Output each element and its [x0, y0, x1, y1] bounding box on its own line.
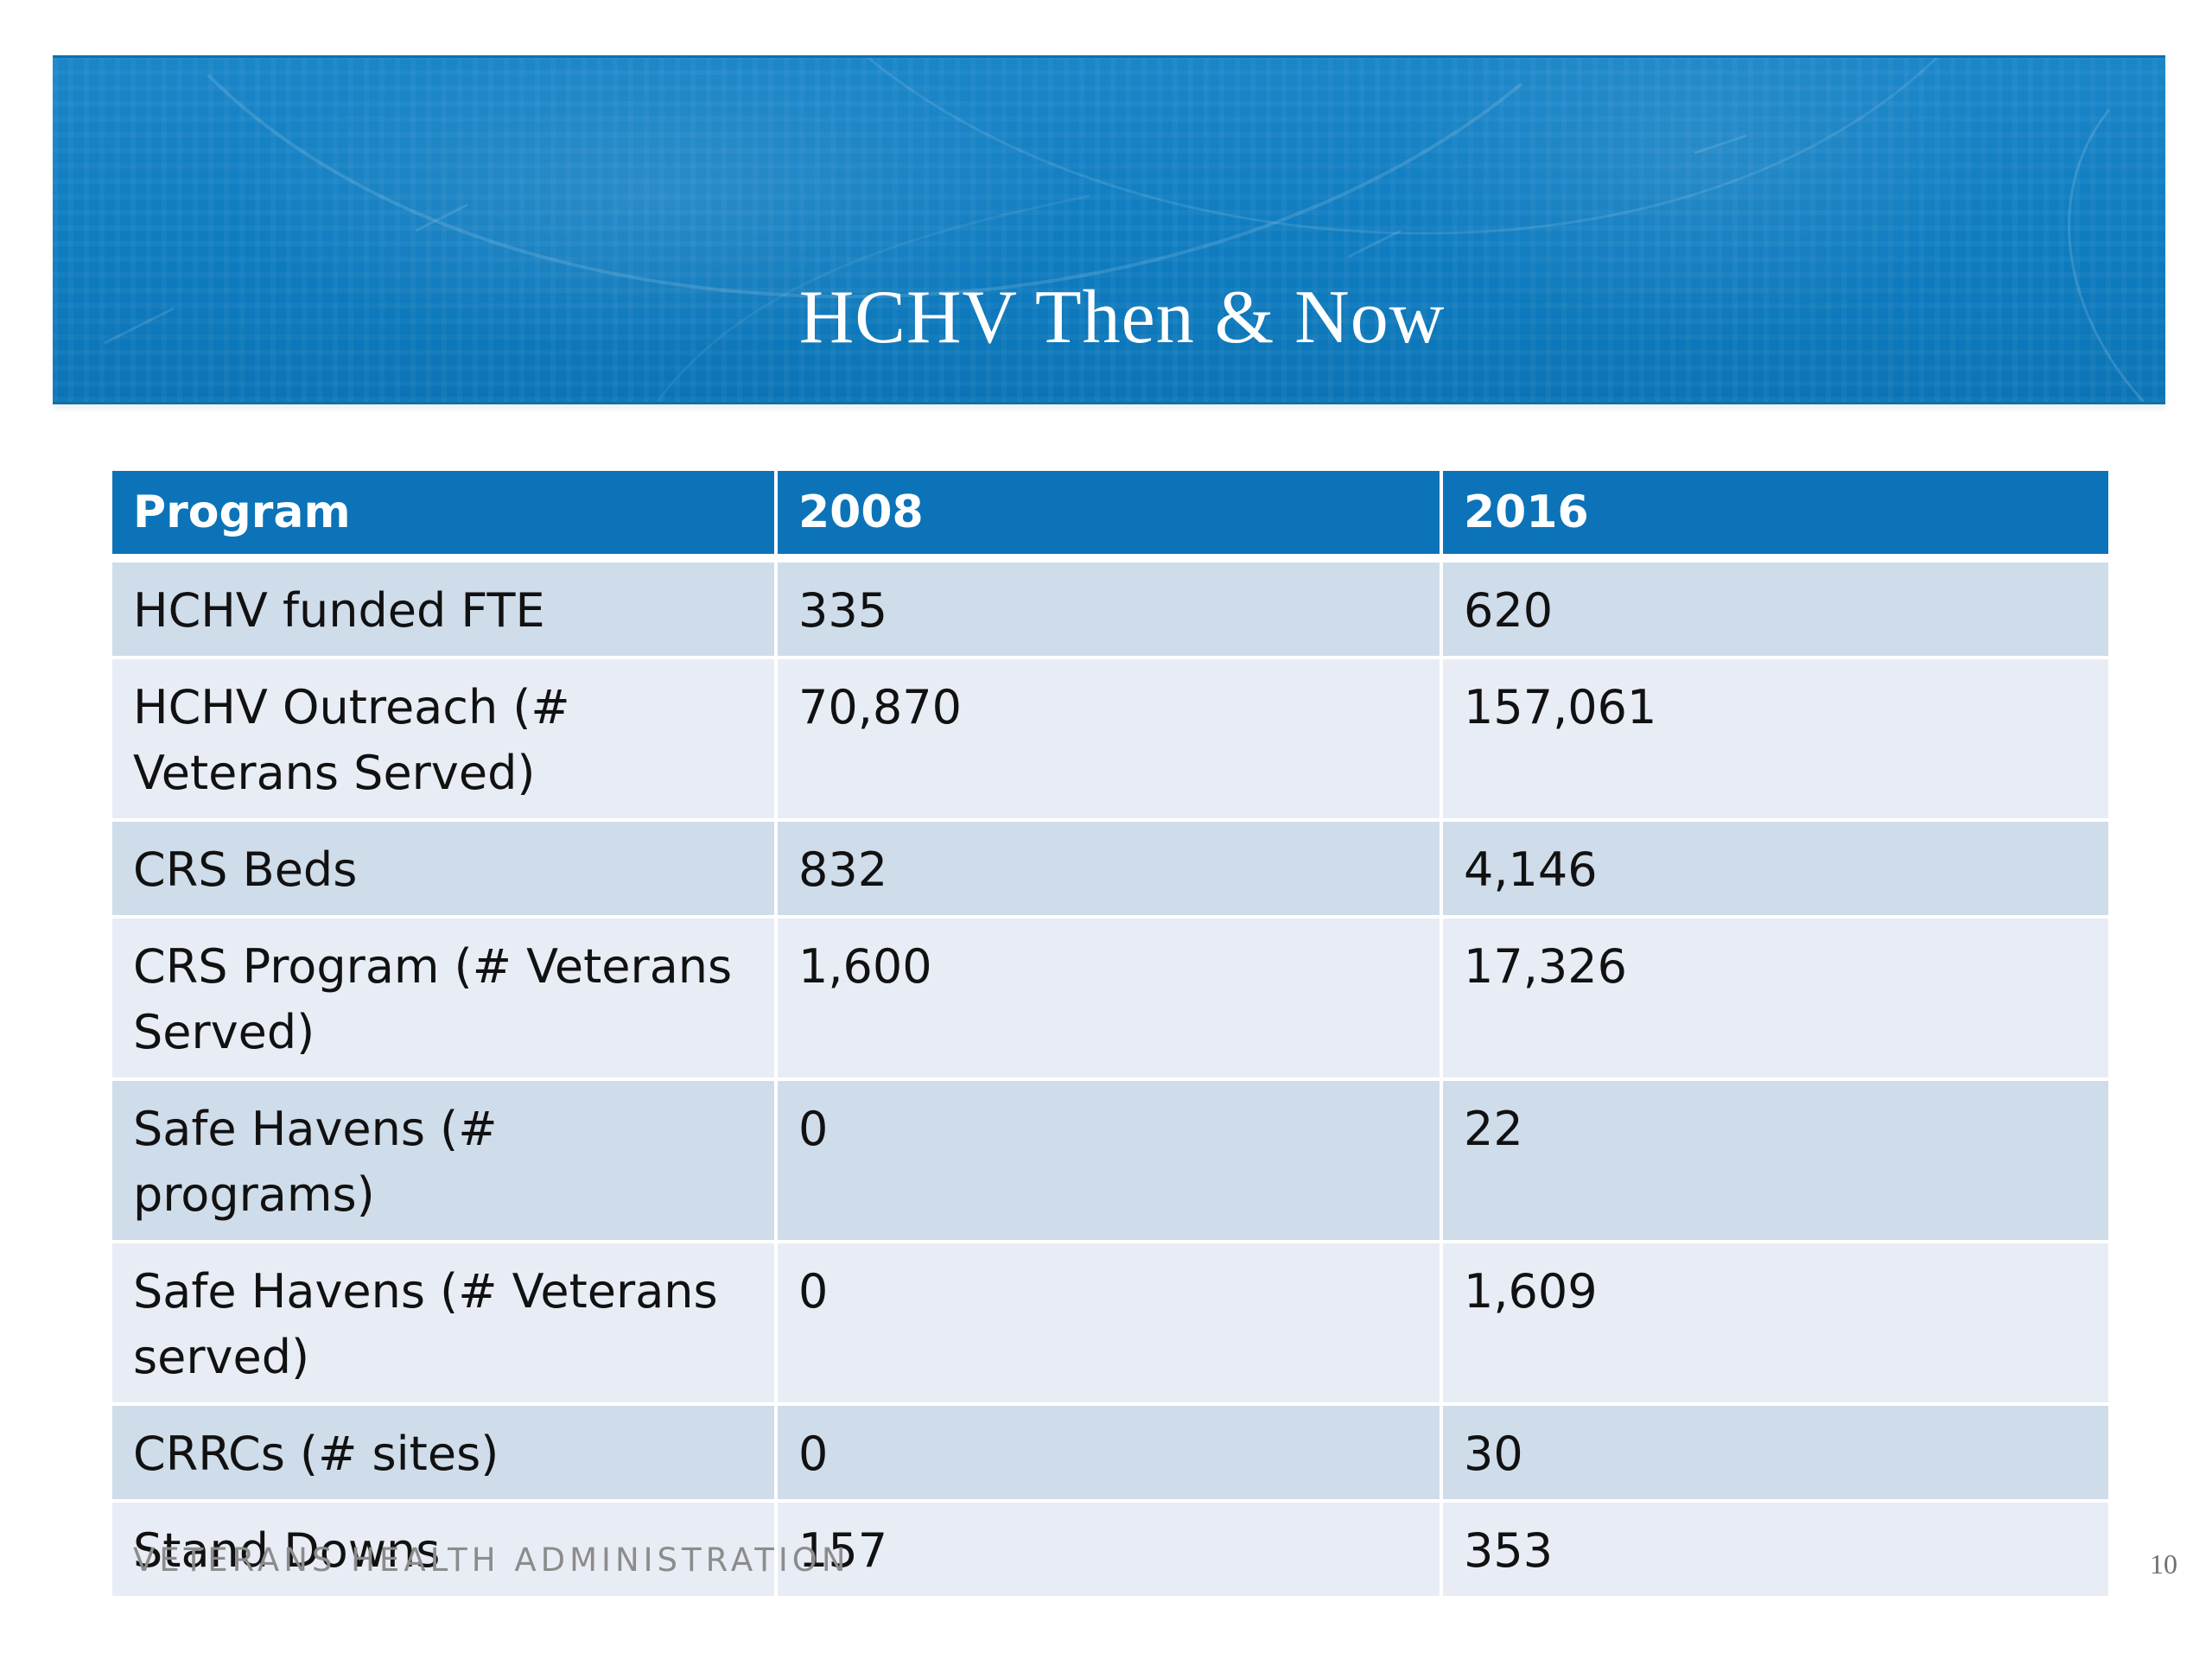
table-row: CRRCs (# sites) 0 30 [112, 1404, 2108, 1503]
column-header-2016: 2016 [1441, 471, 2108, 563]
value-2016-cell: 157,061 [1441, 658, 2108, 822]
banner-decoration [104, 58, 2145, 402]
value-2008-cell: 0 [776, 1079, 1443, 1243]
table-row: Stand Downs 157 353 [112, 1501, 2108, 1599]
table-row: HCHV Outreach (# Veterans Served) 70,870… [112, 658, 2108, 822]
table-row: HCHV funded FTE 335 620 [112, 558, 2108, 659]
program-cell: CRS Beds [112, 820, 778, 918]
page-number: 10 [2150, 1548, 2177, 1580]
column-header-2008: 2008 [776, 471, 1443, 563]
value-2008-cell: 1,600 [776, 917, 1443, 1081]
column-header-program: Program [112, 471, 778, 563]
value-2016-cell: 620 [1441, 558, 2108, 659]
value-2008-cell: 832 [776, 820, 1443, 918]
table-row: Safe Havens (# programs) 0 22 [112, 1079, 2108, 1243]
value-2008-cell: 70,870 [776, 658, 1443, 822]
slide-title: HCHV Then & Now [798, 276, 1446, 359]
table-row: CRS Program (# Veterans Served) 1,600 17… [112, 917, 2108, 1081]
program-cell: HCHV funded FTE [112, 558, 778, 659]
value-2016-cell: 22 [1441, 1079, 2108, 1243]
program-cell: CRS Program (# Veterans Served) [112, 917, 778, 1081]
program-cell: HCHV Outreach (# Veterans Served) [112, 658, 778, 822]
program-cell: Safe Havens (# programs) [112, 1079, 778, 1243]
title-banner: HCHV Then & Now [53, 55, 2165, 404]
value-2008-cell: 0 [776, 1404, 1443, 1503]
table-row: Safe Havens (# Veterans served) 0 1,609 [112, 1242, 2108, 1406]
program-cell: Stand Downs [112, 1501, 778, 1599]
value-2016-cell: 30 [1441, 1404, 2108, 1503]
table-row: CRS Beds 832 4,146 [112, 820, 2108, 918]
footer-organization: VETERANS HEALTH ADMINISTRATION [133, 1541, 850, 1579]
value-2016-cell: 17,326 [1441, 917, 2108, 1081]
value-2016-cell: 353 [1441, 1501, 2108, 1599]
program-cell: Safe Havens (# Veterans served) [112, 1242, 778, 1406]
table-header-row: Program 2008 2016 [112, 471, 2108, 563]
value-2016-cell: 4,146 [1441, 820, 2108, 918]
value-2008-cell: 157 [776, 1501, 1443, 1599]
value-2016-cell: 1,609 [1441, 1242, 2108, 1406]
program-cell: CRRCs (# sites) [112, 1404, 778, 1503]
value-2008-cell: 0 [776, 1242, 1443, 1406]
program-table: Program 2008 2016 HCHV funded FTE 335 62… [112, 471, 2108, 1599]
value-2008-cell: 335 [776, 558, 1443, 659]
